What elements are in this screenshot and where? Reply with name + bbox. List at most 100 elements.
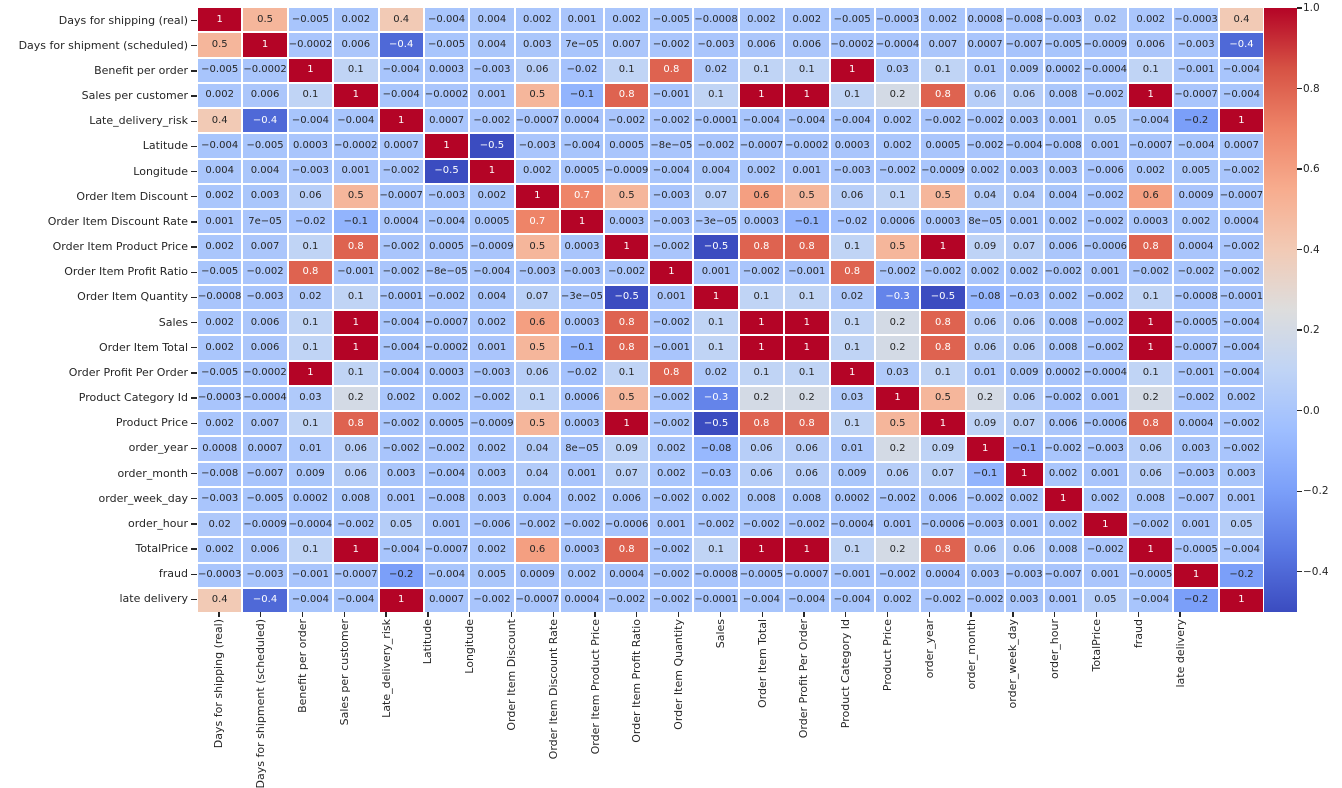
y-tick-label-12: Sales: [158, 315, 188, 329]
heatmap-cell-r7c18: 0.04: [1005, 184, 1043, 208]
heatmap-cell-r2c13: 0.1: [785, 58, 829, 82]
heatmap-cell-r5c8: −0.004: [561, 134, 603, 158]
heatmap-cell-r5c5: 1: [424, 134, 469, 158]
heatmap-cell-r3c19: 0.008: [1044, 83, 1082, 107]
heatmap-cell-r21c4: −0.004: [379, 538, 423, 562]
y-tick-16: [191, 422, 197, 424]
heatmap-cell-r6c3: 0.001: [334, 159, 378, 183]
heatmap-cell-r13c7: 0.5: [515, 336, 559, 360]
heatmap-cell-r20c2: −0.0004: [288, 513, 333, 537]
y-tick-label-4: Late_delivery_risk: [89, 114, 188, 128]
x-tick-5: [427, 612, 429, 617]
heatmap-cell-r13c14: 0.1: [830, 336, 874, 360]
heatmap-cell-r15c5: 0.002: [424, 386, 469, 410]
heatmap-cell-r20c23: 0.05: [1219, 513, 1264, 537]
heatmap-cell-r1c11: −0.003: [694, 33, 738, 57]
heatmap-cell-r20c9: −0.0006: [605, 513, 649, 537]
heatmap-cell-r11c22: −0.0008: [1174, 285, 1218, 309]
heatmap-cell-r18c19: 0.002: [1044, 462, 1082, 486]
heatmap-cell-r13c22: −0.0007: [1174, 336, 1218, 360]
heatmap-cell-r7c10: −0.003: [650, 184, 693, 208]
heatmap-cell-r20c18: 0.001: [1005, 513, 1043, 537]
heatmap-cell-r5c21: −0.0007: [1129, 134, 1173, 158]
heatmap-cell-r2c21: 0.1: [1129, 58, 1173, 82]
heatmap-cell-r22c4: −0.2: [379, 563, 423, 587]
heatmap-cell-r13c19: 0.008: [1044, 336, 1082, 360]
y-tick-label-21: TotalPrice: [135, 542, 188, 556]
heatmap-cell-r9c11: −0.5: [694, 235, 738, 259]
heatmap-cell-r7c15: 0.1: [875, 184, 920, 208]
heatmap-cell-r1c20: −0.0009: [1083, 33, 1128, 57]
heatmap-cell-r23c3: −0.004: [334, 588, 378, 612]
heatmap-cell-r19c20: 0.002: [1083, 487, 1128, 511]
heatmap-cell-r5c19: −0.008: [1044, 134, 1082, 158]
heatmap-cell-r11c18: −0.03: [1005, 285, 1043, 309]
heatmap-cell-r15c10: −0.002: [650, 386, 693, 410]
x-tick-label-3: Sales per customer: [337, 619, 351, 726]
heatmap-cell-r16c13: 0.8: [785, 412, 829, 436]
y-tick-21: [191, 548, 197, 550]
heatmap-cell-r14c9: 0.1: [605, 361, 649, 385]
heatmap-cell-r1c2: −0.0002: [288, 33, 333, 57]
heatmap-cell-r7c7: 1: [515, 184, 559, 208]
heatmap-cell-r13c20: −0.002: [1083, 336, 1128, 360]
heatmap-cell-r20c6: −0.006: [470, 513, 514, 537]
heatmap-cell-r1c16: 0.007: [921, 33, 965, 57]
heatmap-cell-r15c17: 0.2: [966, 386, 1004, 410]
heatmap-cell-r22c5: −0.004: [424, 563, 469, 587]
heatmap-cell-r22c22: 1: [1174, 563, 1218, 587]
heatmap-cell-r18c16: 0.07: [921, 462, 965, 486]
heatmap-cell-r8c7: 0.7: [515, 210, 559, 234]
heatmap-cell-r18c5: −0.004: [424, 462, 469, 486]
heatmap-cell-r10c7: −0.003: [515, 260, 559, 284]
heatmap-cell-r5c3: −0.0002: [334, 134, 378, 158]
heatmap-cell-r6c21: 0.002: [1129, 159, 1173, 183]
heatmap-cell-r18c7: 0.04: [515, 462, 559, 486]
heatmap-cell-r22c0: −0.0003: [198, 563, 242, 587]
colorbar-gradient: [1264, 8, 1297, 612]
heatmap-cell-r1c3: 0.006: [334, 33, 378, 57]
heatmap-cell-r18c1: −0.007: [243, 462, 287, 486]
heatmap-cell-r11c0: −0.0008: [198, 285, 242, 309]
x-tick-label-7: Order Item Discount: [504, 619, 518, 731]
heatmap-cell-r1c14: −0.0002: [830, 33, 874, 57]
heatmap-cell-r21c23: −0.004: [1219, 538, 1264, 562]
heatmap-cell-r8c18: 0.001: [1005, 210, 1043, 234]
colorbar-tick-label-2: 0.6: [1303, 163, 1320, 176]
heatmap-cell-r22c23: −0.2: [1219, 563, 1264, 587]
x-tick-label-5: Latitude: [421, 619, 435, 665]
x-tick-13: [761, 612, 763, 617]
heatmap-cell-r14c22: −0.001: [1174, 361, 1218, 385]
heatmap-cell-r2c1: −0.0002: [243, 58, 287, 82]
heatmap-cell-r3c4: −0.004: [379, 83, 423, 107]
heatmap-cell-r6c16: −0.0009: [921, 159, 965, 183]
heatmap-cell-r9c16: 1: [921, 235, 965, 259]
heatmap-cell-r19c1: −0.005: [243, 487, 287, 511]
heatmap-cell-r16c18: 0.07: [1005, 412, 1043, 436]
x-tick-22: [1137, 612, 1139, 617]
heatmap-cell-r1c1: 1: [243, 33, 287, 57]
heatmap-cell-r3c5: −0.0002: [424, 83, 469, 107]
heatmap-cell-r7c12: 0.6: [739, 184, 784, 208]
heatmap-cell-r19c21: 0.008: [1129, 487, 1173, 511]
y-tick-label-0: Days for shipping (real): [58, 13, 188, 27]
heatmap-cell-r2c17: 0.01: [966, 58, 1004, 82]
x-tick-label-18: order_month: [964, 619, 978, 690]
heatmap-cell-r23c16: −0.002: [921, 588, 965, 612]
heatmap-cell-r19c17: −0.002: [966, 487, 1004, 511]
heatmap-cell-r12c2: 0.1: [288, 311, 333, 335]
heatmap-cell-r20c3: −0.002: [334, 513, 378, 537]
heatmap-cell-r11c9: −0.5: [605, 285, 649, 309]
heatmap-cell-r13c23: −0.004: [1219, 336, 1264, 360]
heatmap-cell-r8c22: 0.002: [1174, 210, 1218, 234]
heatmap-cell-r22c2: −0.001: [288, 563, 333, 587]
heatmap-cell-r14c0: −0.005: [198, 361, 242, 385]
heatmap-cell-r19c14: 0.0002: [830, 487, 874, 511]
heatmap-cell-r0c2: −0.005: [288, 8, 333, 32]
heatmap-cell-r4c23: 1: [1219, 109, 1264, 133]
heatmap-cell-r11c20: −0.002: [1083, 285, 1128, 309]
heatmap-cell-r21c19: 0.008: [1044, 538, 1082, 562]
y-tick-label-20: order_hour: [127, 516, 188, 530]
heatmap-cell-r5c15: 0.002: [875, 134, 920, 158]
heatmap-cell-r21c9: 0.8: [605, 538, 649, 562]
